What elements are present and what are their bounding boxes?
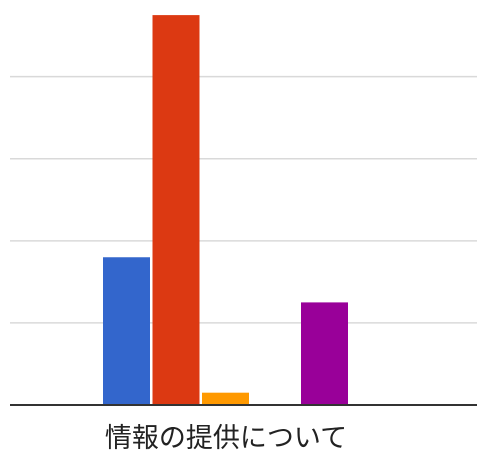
bar-series-3 — [202, 392, 249, 405]
bar-series-2 — [152, 15, 200, 406]
bar-series-1 — [103, 257, 150, 405]
bar-series-group — [103, 15, 348, 406]
bar-series-4 — [301, 302, 348, 405]
y-gridlines — [10, 75, 477, 324]
x-tick-label: 情報の提供について — [105, 423, 347, 454]
